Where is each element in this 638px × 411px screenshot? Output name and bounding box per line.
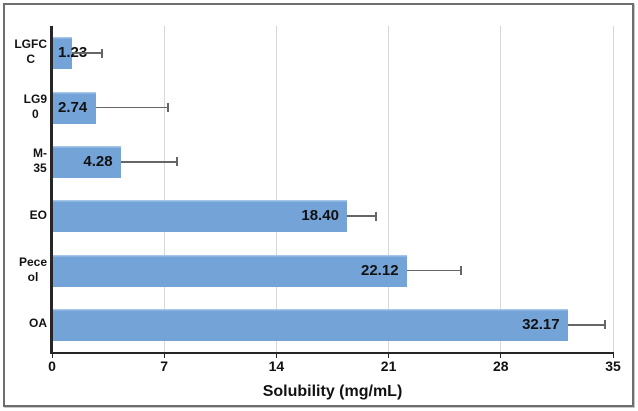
bar-value-label: 22.12 xyxy=(361,261,399,279)
x-tick-label: 14 xyxy=(268,358,285,374)
error-bar-cap xyxy=(603,320,606,330)
chart-border xyxy=(3,3,634,407)
x-tick-label: 28 xyxy=(493,358,509,374)
category-label-text: LGFC C xyxy=(14,37,47,67)
bar xyxy=(52,308,568,341)
category-label-text: M- 35 xyxy=(33,145,47,175)
x-tick-label: 0 xyxy=(48,358,56,374)
x-tick-label: 7 xyxy=(160,358,169,374)
error-bar-line xyxy=(71,52,103,54)
category-label: EO xyxy=(0,208,47,223)
gridline xyxy=(275,26,277,352)
category-label-text: LG9 0 xyxy=(23,91,47,121)
category-label-text: OA xyxy=(29,316,47,331)
gridline xyxy=(612,26,614,352)
error-bar-line xyxy=(406,269,462,272)
category-label: OA xyxy=(0,316,47,331)
category-label: LGFC C xyxy=(0,37,47,67)
error-bar-line xyxy=(120,161,177,163)
x-tick-label: 21 xyxy=(380,358,397,374)
bar-value-label: 18.40 xyxy=(301,207,339,225)
error-bar-line xyxy=(567,324,605,326)
bar-value-label: 2.74 xyxy=(58,98,88,116)
x-axis-title: Solubility (mg/mL) xyxy=(262,383,403,400)
bar xyxy=(52,200,347,233)
category-label: Pece ol xyxy=(0,255,47,285)
error-bar-line xyxy=(346,215,376,217)
x-axis-tick xyxy=(163,352,165,358)
category-label-text: Pece ol xyxy=(18,254,47,284)
gridline xyxy=(388,26,390,352)
gridline xyxy=(163,26,165,352)
x-tick-label: 35 xyxy=(605,358,621,374)
error-bar-cap xyxy=(167,103,170,112)
gridline xyxy=(500,26,502,352)
error-bar-cap xyxy=(374,211,377,221)
error-bar-line xyxy=(95,106,169,109)
bar xyxy=(52,37,72,70)
y-axis-line xyxy=(50,26,53,353)
x-axis-tick xyxy=(612,352,614,358)
error-bar-cap xyxy=(101,48,104,58)
x-axis-tick xyxy=(275,352,278,358)
bar-value-label: 32.17 xyxy=(522,315,560,333)
x-axis-tick xyxy=(51,352,53,358)
error-bar-cap xyxy=(175,157,178,167)
bar xyxy=(52,254,407,287)
error-bar-cap xyxy=(460,266,463,275)
category-label-text: EO xyxy=(29,207,47,222)
category-label: LG9 0 xyxy=(0,92,47,122)
x-axis-tick xyxy=(500,352,502,358)
bar xyxy=(52,91,96,124)
x-axis-line xyxy=(50,352,614,354)
bar-value-label: 4.28 xyxy=(83,152,113,170)
bar xyxy=(52,145,121,178)
category-label: M- 35 xyxy=(0,146,47,176)
x-axis-tick xyxy=(388,352,390,358)
